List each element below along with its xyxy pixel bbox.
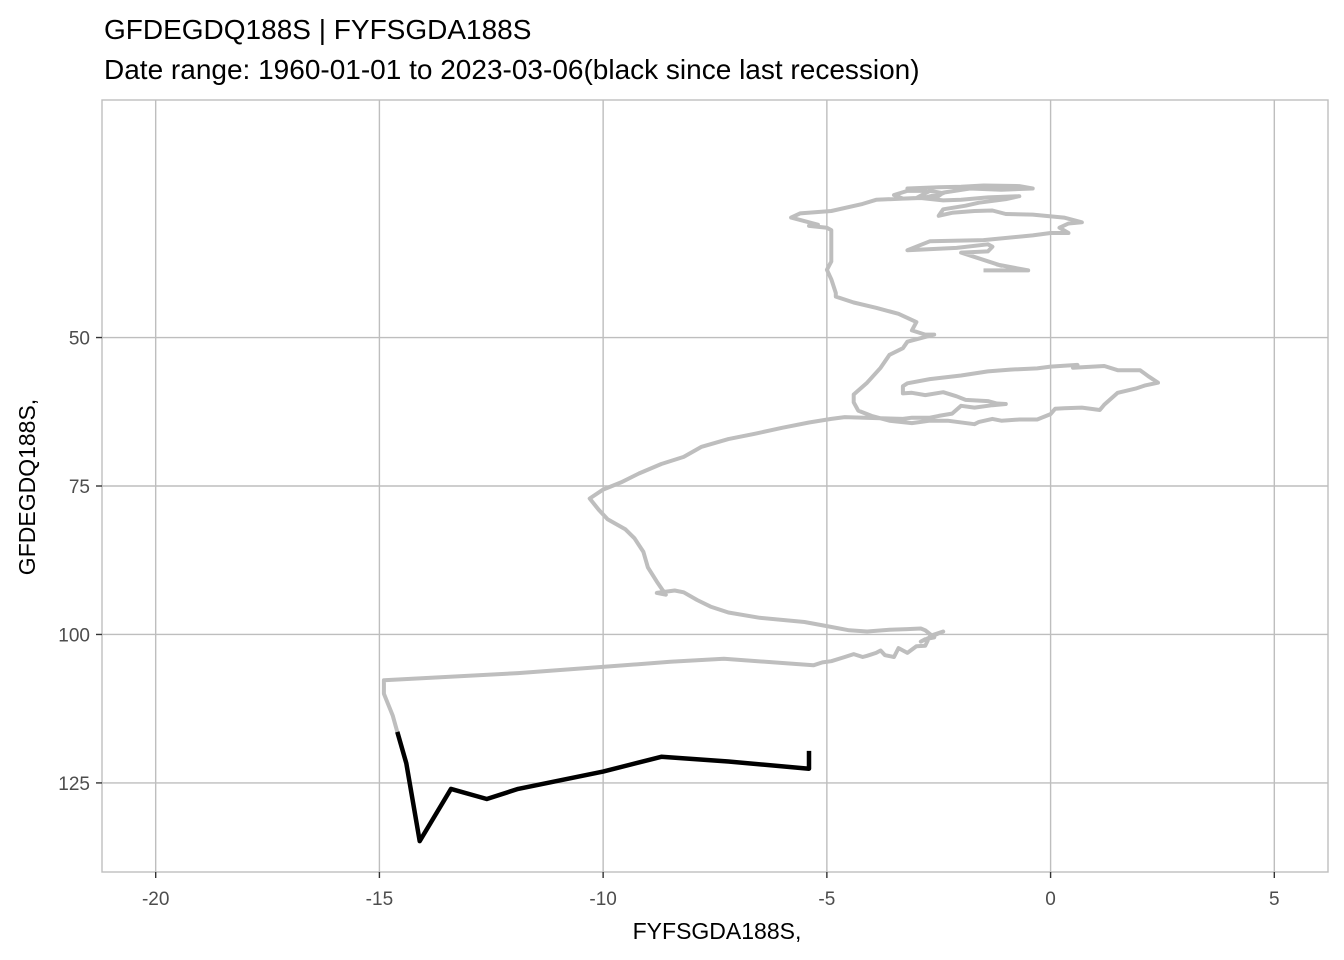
chart-subtitle: Date range: 1960-01-01 to 2023-03-06(bla… bbox=[104, 54, 920, 85]
series-line-history bbox=[381, 183, 1160, 733]
x-tick-label: -10 bbox=[589, 889, 616, 910]
x-tick-label: -5 bbox=[818, 889, 835, 910]
series-line-recent bbox=[395, 731, 812, 844]
x-tick-label: -15 bbox=[366, 889, 393, 910]
y-tick-label: 50 bbox=[69, 329, 90, 350]
y-tick-label: 100 bbox=[58, 625, 90, 646]
x-tick-label: -20 bbox=[142, 889, 169, 910]
y-tick-label: 75 bbox=[69, 477, 90, 498]
x-axis-label: FYFSGDA188S, bbox=[633, 918, 802, 944]
x-tick-label: 5 bbox=[1269, 889, 1280, 910]
series-layer bbox=[381, 183, 1160, 844]
chart-title: GFDEGDQ188S | FYFSGDA188S bbox=[104, 14, 531, 45]
grid-layer bbox=[102, 100, 1328, 872]
y-axis-label: GFDEGDQ188S, bbox=[14, 399, 40, 575]
y-tick-label: 125 bbox=[58, 774, 90, 795]
x-tick-label: 0 bbox=[1045, 889, 1056, 910]
tick-layer: -20 -15 -10 -5 0 5 50 75 100 125 bbox=[58, 329, 1279, 910]
